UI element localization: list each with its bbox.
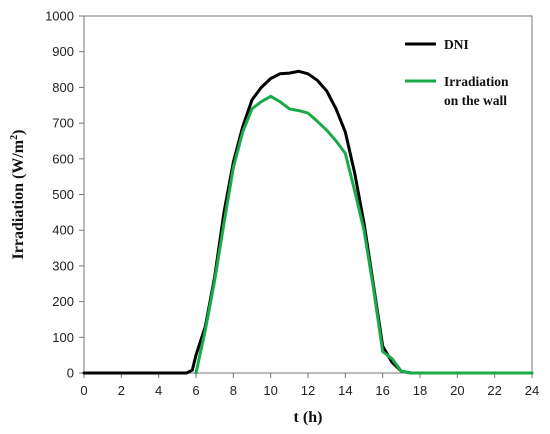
legend-label-dni: DNI [444, 37, 469, 52]
x-tick-label: 18 [413, 383, 427, 398]
x-tick-label: 16 [375, 383, 389, 398]
y-axis-title-main: Irradiation (W/m [10, 139, 27, 259]
plot-area-border [83, 15, 533, 374]
x-tick-label: 14 [338, 383, 352, 398]
y-tick-label: 300 [52, 258, 74, 273]
plot-frame [83, 15, 533, 374]
x-tick-label: 22 [487, 383, 501, 398]
y-tick-label: 500 [52, 187, 74, 202]
y-tick-label: 600 [52, 151, 74, 166]
y-tick-label: 900 [52, 44, 74, 59]
y-tick-label: 700 [52, 116, 74, 131]
y-axis-ticks: 0 100 200 300 400 500 600 700 800 900 1000 [45, 9, 84, 381]
x-tick-label: 8 [230, 383, 237, 398]
legend-label-irradiation-wall: Irradiation on the wall [444, 74, 509, 108]
y-tick-label: 400 [52, 223, 74, 238]
x-tick-label: 10 [263, 383, 277, 398]
y-tick-label: 200 [52, 294, 74, 309]
y-tick-label: 100 [52, 330, 74, 345]
x-tick-label: 2 [118, 383, 125, 398]
x-tick-label: 20 [450, 383, 464, 398]
x-axis-ticks: 0 2 4 6 8 10 12 14 16 18 20 22 24 [80, 373, 539, 398]
x-tick-label: 24 [525, 383, 539, 398]
legend-label-line: on the wall [444, 93, 507, 108]
y-tick-label: 0 [67, 366, 74, 381]
series-line-dni [82, 69, 534, 375]
y-axis-title-superscript: 2 [9, 135, 20, 140]
y-axis-title-close: ) [10, 130, 27, 135]
legend-label-line: Irradiation [444, 74, 509, 89]
legend: DNI Irradiation on the wall [405, 37, 509, 108]
x-tick-label: 4 [155, 383, 162, 398]
x-axis-title: t (h) [294, 409, 323, 426]
x-tick-label: 0 [80, 383, 87, 398]
y-tick-label: 1000 [45, 9, 74, 24]
x-tick-label: 6 [192, 383, 199, 398]
series-layer [82, 69, 534, 375]
y-axis-title: Irradiation (W/m2) [9, 130, 27, 260]
x-tick-label: 12 [301, 383, 315, 398]
series-line-irradiation-wall [194, 94, 534, 375]
y-tick-label: 800 [52, 80, 74, 95]
